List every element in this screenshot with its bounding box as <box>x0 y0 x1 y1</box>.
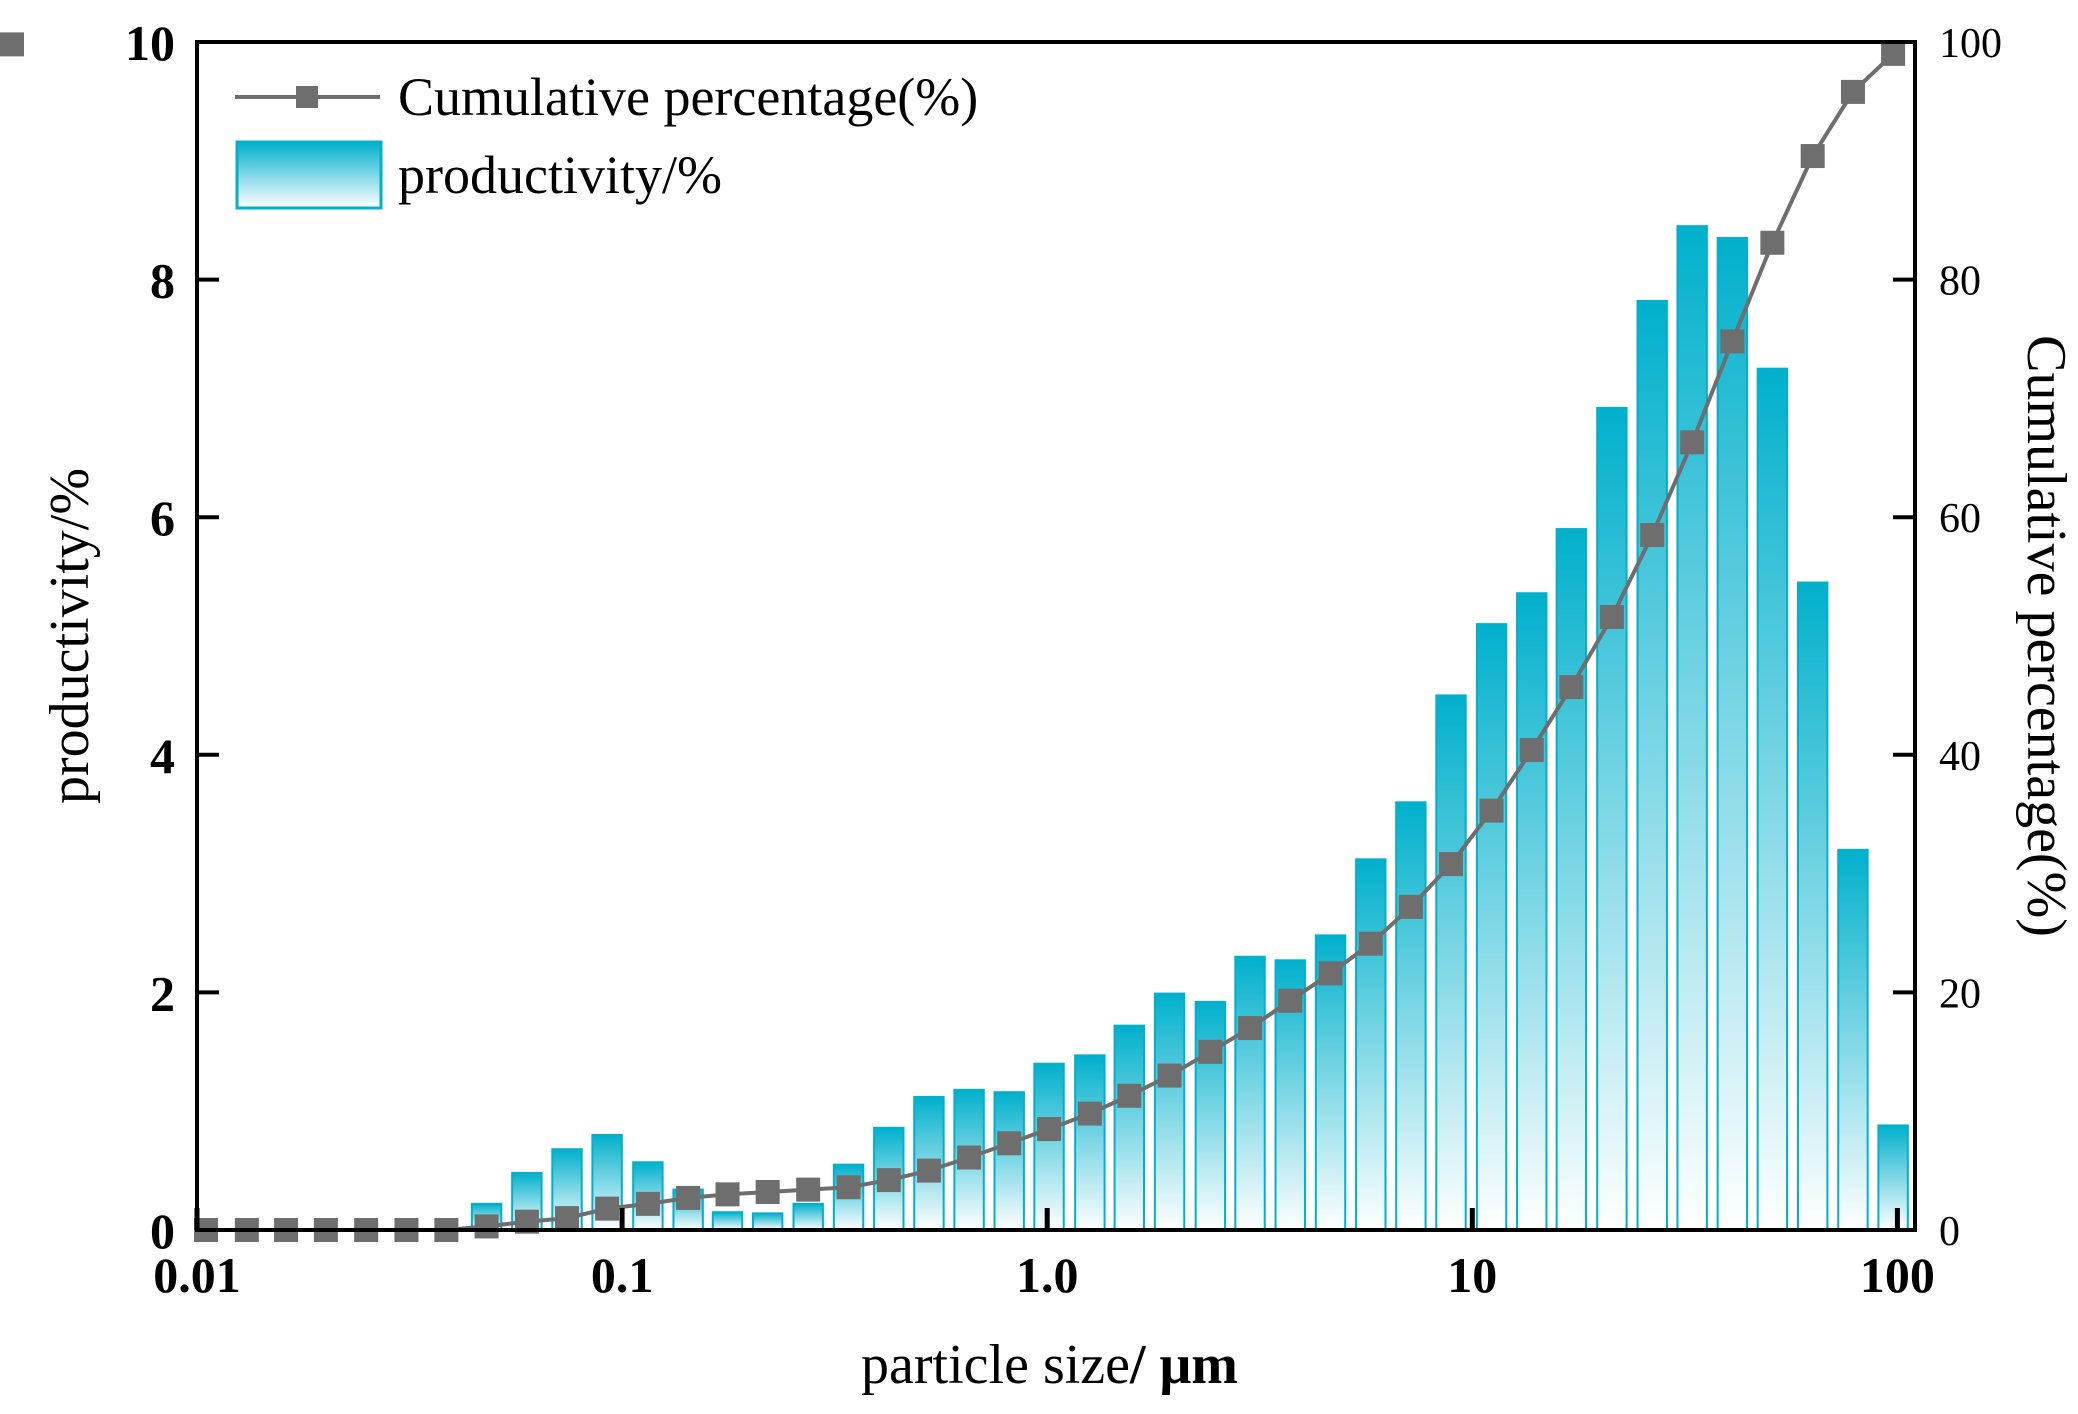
left-y-tick-label: 8 <box>150 253 175 309</box>
cumulative-point <box>676 1185 701 1210</box>
x-tick-label: 0.01 <box>153 1247 241 1303</box>
x-tick-label: 1.0 <box>1016 1247 1079 1303</box>
cumulative-point <box>1881 41 1906 66</box>
x-axis: 0.01 0.1 1.0 10 100 <box>153 1208 1935 1303</box>
bar <box>1555 528 1588 1231</box>
left-y-tick-label: 10 <box>125 15 175 71</box>
right-y-axis: 0 20 40 60 80 100 <box>1893 21 2002 1255</box>
right-y-tick-label: 80 <box>1939 259 1981 305</box>
cumulative-point <box>635 1191 660 1216</box>
cumulative-point <box>836 1175 861 1200</box>
legend-line-label: Cumulative percentage(%) <box>398 67 978 127</box>
left-y-tick-label: 4 <box>150 728 175 784</box>
x-axis-title: particle size <box>861 1334 1130 1396</box>
cumulative-point <box>1198 1039 1223 1064</box>
cumulative-point <box>1358 931 1383 956</box>
x-axis-unit: / μm <box>1129 1334 1238 1396</box>
bar <box>1234 955 1266 1231</box>
cumulative-point <box>755 1179 780 1204</box>
x-tick-label: 0.1 <box>591 1247 654 1303</box>
legend-line-marker <box>296 86 318 108</box>
bar <box>1837 848 1869 1232</box>
cumulative-point <box>796 1177 821 1202</box>
bar-series <box>470 225 1909 1232</box>
cumulative-point <box>1479 798 1504 823</box>
cumulative-point <box>1318 961 1343 986</box>
bar <box>1676 225 1708 1231</box>
right-y-tick-label: 60 <box>1939 496 1981 542</box>
right-y-tick-label: 20 <box>1939 971 1981 1017</box>
left-y-tick-label: 0 <box>150 1203 175 1259</box>
cumulative-point <box>1599 604 1624 629</box>
cumulative-point <box>1037 1117 1062 1142</box>
legend-bar-swatch <box>235 140 383 210</box>
bar <box>1636 299 1668 1231</box>
bar <box>1074 1054 1106 1232</box>
bar <box>1153 992 1186 1232</box>
bar <box>751 1212 784 1232</box>
bar <box>1033 1062 1065 1232</box>
bar <box>1877 1124 1909 1232</box>
cumulative-point <box>1398 894 1423 919</box>
right-y-tick-label: 100 <box>1939 21 2002 67</box>
cumulative-point <box>595 1196 620 1221</box>
left-y-tick-label: 2 <box>150 965 175 1021</box>
bar <box>1113 1024 1146 1231</box>
cumulative-point <box>474 1214 499 1239</box>
left-y-axis: 0 2 4 6 8 10 <box>125 15 219 1259</box>
cumulative-point <box>1438 852 1463 877</box>
bar <box>1716 237 1749 1231</box>
cumulative-point <box>957 1145 982 1170</box>
bar <box>1475 623 1508 1231</box>
cumulative-point <box>1519 738 1544 763</box>
cumulative-point <box>1157 1063 1182 1088</box>
right-y-axis-title: Cumulative percentage(%) <box>2015 335 2077 937</box>
bar <box>1194 1000 1227 1231</box>
bar <box>1516 592 1548 1231</box>
cumulative-point <box>1720 329 1745 354</box>
bar <box>1395 801 1427 1231</box>
cumulative-point <box>916 1158 941 1183</box>
bar <box>993 1091 1025 1232</box>
bar <box>1435 694 1467 1231</box>
bar <box>1355 858 1387 1231</box>
cumulative-point <box>876 1168 901 1193</box>
cumulative-series <box>0 32 1906 1242</box>
left-y-tick-label: 6 <box>150 490 175 546</box>
x-tick-label: 100 <box>1860 1247 1935 1303</box>
cumulative-point <box>1278 988 1303 1013</box>
plot-frame <box>195 40 1917 1232</box>
bar <box>1796 581 1829 1231</box>
legend-bar-label: productivity/% <box>398 145 722 205</box>
left-y-axis-title: productivity/% <box>39 468 101 804</box>
bar <box>711 1211 744 1232</box>
bar <box>1756 367 1789 1231</box>
x-tick-label: 10 <box>1447 1247 1497 1303</box>
cumulative-point <box>997 1131 1022 1156</box>
right-y-tick-label: 0 <box>1939 1209 1960 1255</box>
bar <box>1596 406 1628 1231</box>
bar <box>792 1202 824 1232</box>
cumulative-point <box>1117 1083 1142 1108</box>
right-y-tick-label: 40 <box>1939 734 1981 780</box>
cumulative-point <box>1840 79 1865 104</box>
cumulative-point <box>1559 675 1584 700</box>
cumulative-point <box>1077 1101 1102 1126</box>
cumulative-point <box>715 1182 740 1207</box>
cumulative-point <box>1238 1016 1263 1041</box>
cumulative-point <box>1800 144 1825 169</box>
legend: Cumulative percentage(%) productivity/% <box>235 67 978 210</box>
cumulative-point <box>555 1206 580 1231</box>
cumulative-point <box>0 32 24 57</box>
cumulative-point <box>1760 230 1785 255</box>
cumulative-point <box>1640 523 1665 548</box>
cumulative-point <box>1680 430 1705 455</box>
